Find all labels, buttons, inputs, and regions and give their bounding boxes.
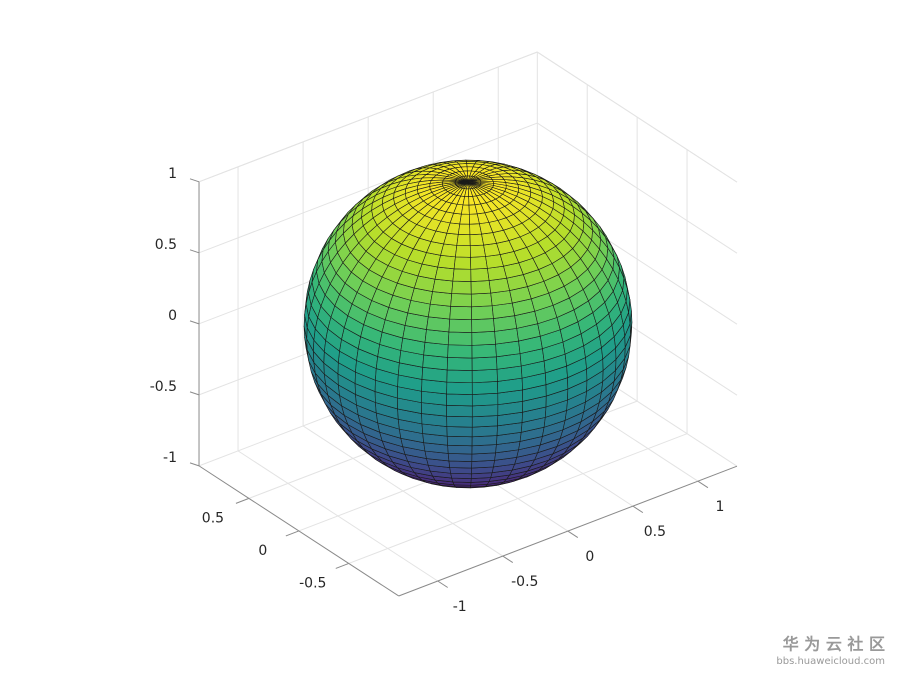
z-tick (189, 320, 200, 325)
surface-face (456, 234, 471, 247)
surface-face (446, 426, 473, 438)
z-tick (189, 462, 200, 467)
surface-layer (303, 159, 633, 489)
surface-face (447, 444, 473, 455)
surface-face (471, 343, 497, 359)
surface-face (440, 243, 458, 258)
watermark-title: 华 为 云 社 区 (783, 635, 885, 654)
z-tick-label: 0 (168, 308, 177, 324)
surface-face (446, 357, 473, 371)
y-tick-label: 0 (258, 543, 267, 559)
surface-face (471, 356, 498, 371)
watermark-url: bbs.huaweicloud.com (776, 656, 885, 667)
z-tick-label: 1 (168, 166, 177, 182)
x-tick (632, 505, 644, 514)
surface-face (449, 305, 472, 320)
surface-face (471, 392, 499, 407)
surface-face (451, 280, 472, 295)
surface-face (466, 163, 475, 168)
surface-face (449, 467, 472, 475)
surface-face (456, 181, 469, 187)
x-tick-label: -0.5 (511, 574, 538, 590)
surface-face (426, 316, 451, 333)
surface-face (471, 318, 495, 333)
y-tick-label: -0.5 (299, 575, 326, 591)
surface-face (447, 453, 473, 462)
box-edge (198, 51, 538, 183)
y-tick (235, 497, 250, 504)
box-edge (537, 51, 738, 183)
surface-face (446, 381, 473, 395)
surface-face (471, 425, 498, 438)
surface-face (446, 369, 473, 384)
z-tick (189, 249, 200, 254)
z-tick-label: 0.5 (155, 237, 177, 253)
surface-face (469, 244, 486, 258)
surface-face (471, 381, 499, 395)
x-tick (697, 480, 709, 489)
y-tick (335, 562, 349, 569)
surface-face (457, 223, 471, 235)
surface-face (471, 415, 499, 428)
surface-face (452, 268, 472, 282)
surface-face (446, 435, 473, 447)
x-tick (567, 530, 579, 539)
surface-face (459, 213, 470, 225)
surface-face (470, 292, 493, 308)
surface-face (461, 204, 470, 215)
surface-face (447, 344, 473, 359)
z-tick (189, 391, 200, 396)
surface-face (470, 268, 490, 282)
surface-face (446, 404, 473, 418)
surface-face (430, 291, 453, 307)
z-tick-label: -1 (163, 450, 177, 466)
surface-face (427, 303, 451, 320)
z-tick (189, 178, 200, 183)
grid-line (537, 122, 738, 254)
surface-face (455, 245, 471, 258)
surface-face (447, 331, 473, 346)
surface-face (471, 444, 497, 455)
surface-face (470, 256, 488, 270)
surface-face (471, 305, 494, 320)
y-tick-label: 0.5 (202, 510, 224, 526)
x-tick (502, 555, 514, 563)
x-tick-label: 0.5 (644, 524, 666, 540)
surface-face (432, 278, 454, 294)
surface-face (446, 393, 473, 407)
y-tick (285, 530, 300, 537)
surface-face (448, 460, 473, 469)
surface-face (471, 404, 499, 418)
surface-face (471, 368, 498, 384)
surface-face (446, 415, 473, 428)
surface-face (471, 435, 498, 447)
surface-face (434, 266, 455, 282)
x-tick-label: 1 (715, 499, 724, 515)
surface-face (470, 280, 492, 295)
surface-face (450, 472, 472, 479)
surface-face (471, 331, 496, 346)
surface-face (437, 255, 456, 270)
x-tick (437, 580, 448, 588)
x-tick-label: 0 (585, 549, 594, 565)
z-tick-label: -0.5 (150, 379, 177, 395)
surface-face (469, 233, 484, 247)
grid-line (198, 122, 538, 254)
x-tick-label: -1 (453, 599, 467, 615)
surface-face (450, 293, 472, 308)
surface-face (448, 318, 473, 333)
surface-face (453, 256, 472, 270)
axes-layer: -1 -0.5 0 0.5 1 -1 -0.5 0 0.5 1 -0.5 0 0.5 (150, 166, 738, 615)
grid-line (348, 433, 688, 564)
